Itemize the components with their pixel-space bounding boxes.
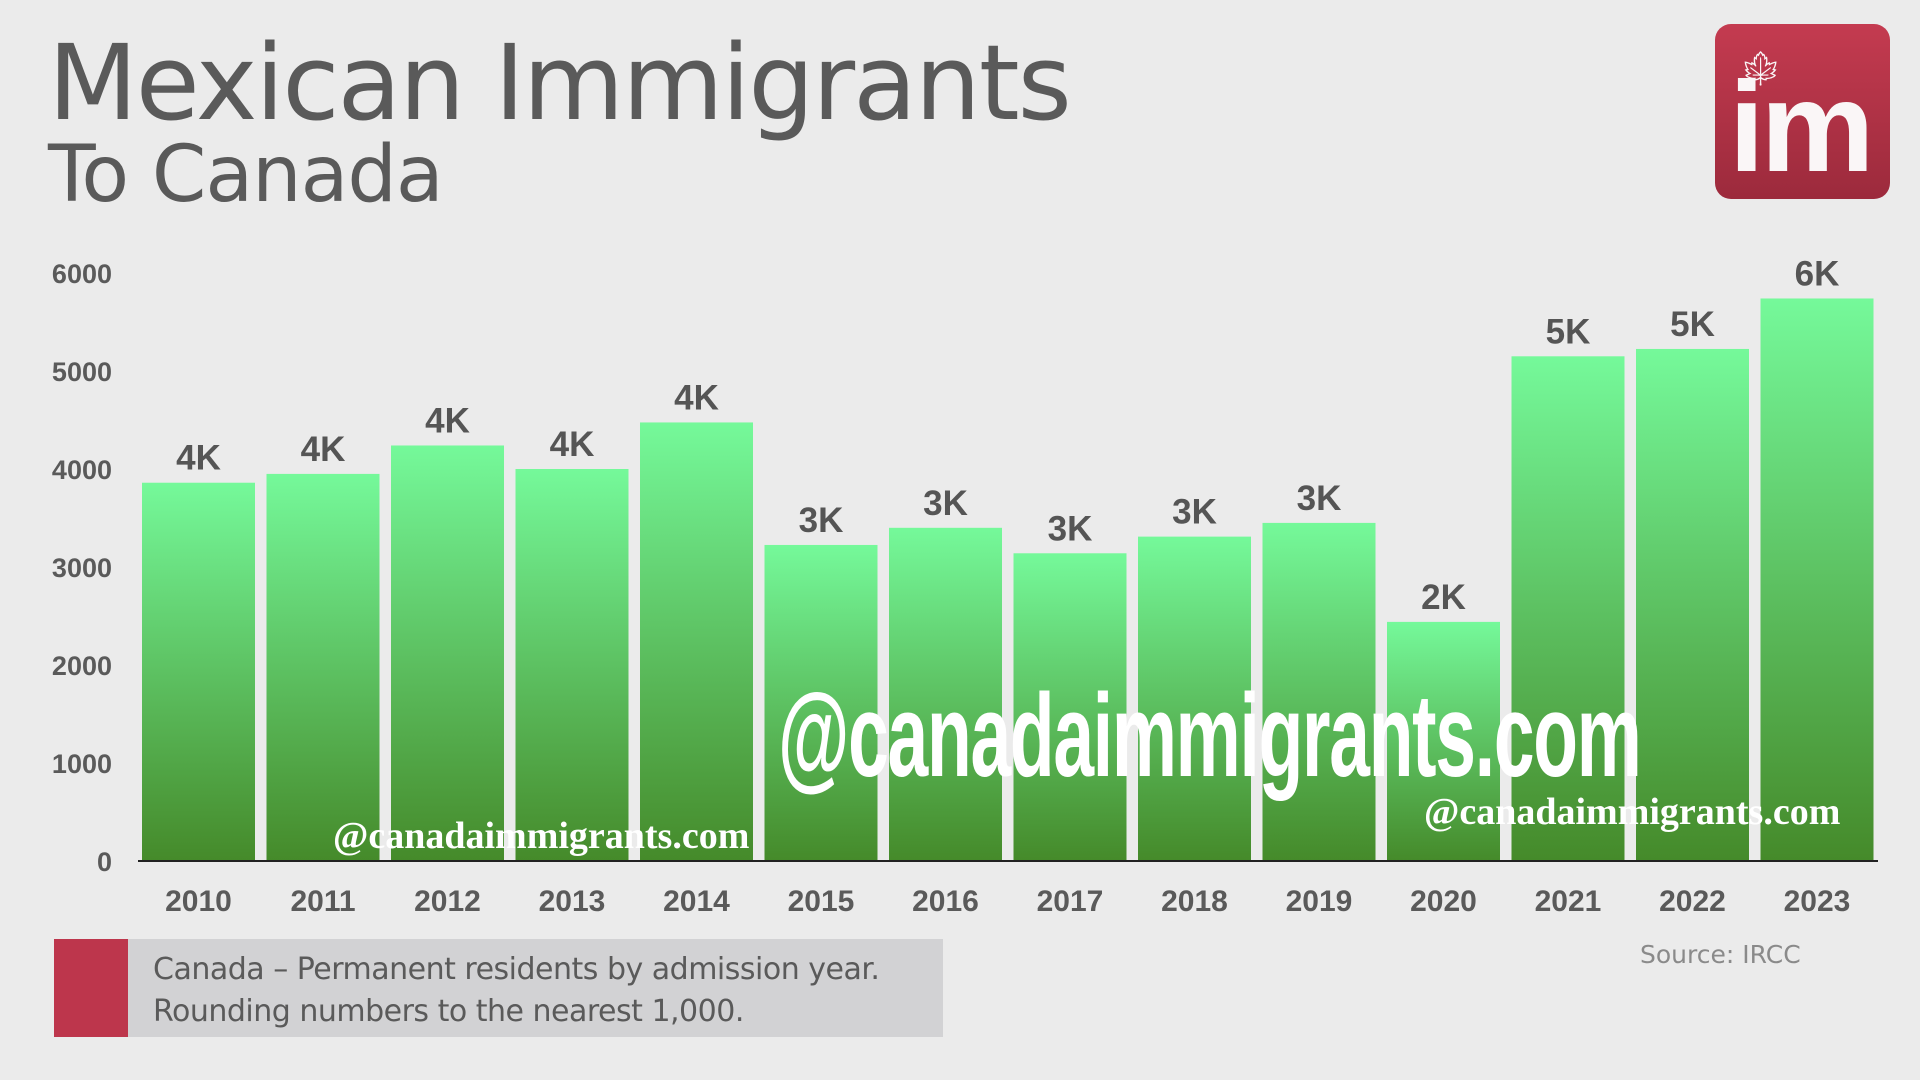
data-label: 3K [1048,509,1093,548]
data-label: 2K [1421,578,1466,617]
bar-2016 [889,527,1002,861]
bar-2018 [1138,536,1251,861]
y-tick-label: 1000 [52,749,112,779]
y-tick-label: 5000 [52,357,112,387]
maple-leaf-icon: 🍁︎ [1739,50,1783,88]
brand-logo: 🍁︎ im [1715,24,1890,199]
data-label: 4K [425,401,470,440]
data-label: 3K [799,501,844,540]
data-label: 5K [1670,305,1715,344]
bar-2020 [1387,621,1500,861]
y-tick-label: 2000 [52,651,112,681]
x-tick-label: 2019 [1286,885,1353,918]
bar-2019 [1262,522,1376,861]
bar-2022 [1636,348,1749,861]
x-tick-label: 2018 [1161,885,1228,918]
bar-2012 [391,445,504,861]
y-tick-label: 6000 [52,259,112,289]
x-tick-label: 2012 [414,885,481,918]
y-tick-label: 0 [97,847,112,877]
bar-2013 [515,469,629,861]
x-tick-label: 2017 [1037,885,1104,918]
data-label: 4K [176,439,221,478]
x-tick-label: 2015 [788,885,855,918]
bar-2010 [142,482,255,861]
data-label: 3K [1297,479,1342,518]
data-label: 3K [923,484,968,523]
data-label: 6K [1795,254,1840,293]
x-tick-label: 2022 [1659,885,1726,918]
x-tick-label: 2023 [1784,885,1851,918]
legend-swatch [54,939,128,1037]
logo-text: im [1729,56,1874,199]
x-tick-label: 2020 [1410,885,1477,918]
source-note: Source: IRCC [1640,940,1801,969]
data-label: 4K [550,425,595,464]
bar-2015 [764,544,878,861]
chart-subtitle: To Canada [48,130,444,220]
bar-2014 [640,422,753,861]
bar-2017 [1013,553,1127,861]
watermark-small-right: @canadaimmigrants.com [1424,791,1841,833]
data-label: 4K [301,430,346,469]
data-label: 3K [1172,493,1217,532]
y-tick-label: 4000 [52,455,112,485]
bar-2023 [1760,298,1874,862]
data-label: 4K [674,378,719,417]
bar-2011 [266,473,380,861]
x-tick-label: 2016 [912,885,979,918]
watermark-small-left: @canadaimmigrants.com [333,815,750,857]
watermark-large: @canadaimmigrants.com [778,670,1642,802]
x-tick-label: 2021 [1535,885,1602,918]
legend-line-1: Canada – Permanent residents by admissio… [153,952,880,987]
legend-box: Canada – Permanent residents by admissio… [54,939,943,1037]
x-tick-label: 2013 [539,885,606,918]
x-tick-label: 2011 [290,885,355,918]
bar-2021 [1511,356,1625,861]
y-tick-label: 3000 [52,553,112,583]
chart-title: Mexican Immigrants [48,22,1072,144]
x-tick-label: 2014 [663,885,730,918]
data-label: 5K [1546,312,1591,351]
x-tick-label: 2010 [165,885,232,918]
legend-line-2: Rounding numbers to the nearest 1,000. [153,994,744,1029]
